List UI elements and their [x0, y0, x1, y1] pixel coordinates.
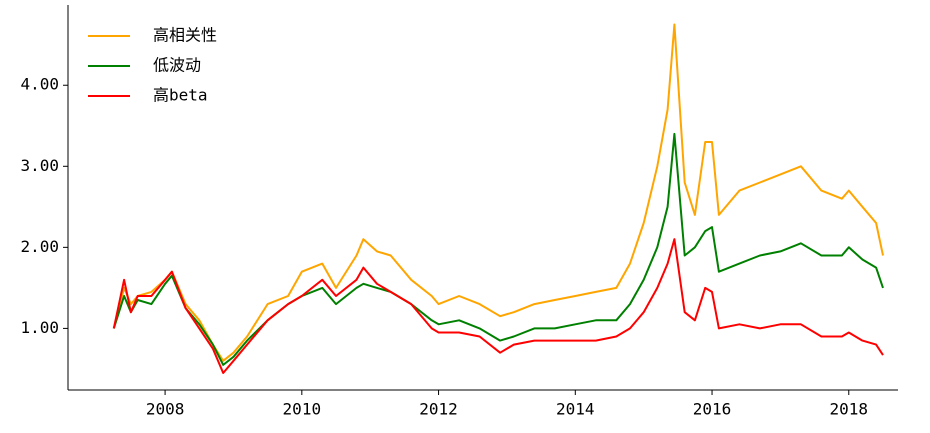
legend-label: 高beta [153, 86, 208, 105]
y-tick-label: 4.00 [20, 75, 59, 94]
legend-label: 高相关性 [153, 26, 217, 45]
series-line [112, 238, 884, 374]
x-tick-label: 2018 [830, 400, 869, 419]
x-tick-label: 2016 [693, 400, 732, 419]
y-tick-label: 1.00 [20, 318, 59, 337]
series-line [112, 132, 884, 366]
x-tick-label: 2008 [146, 400, 185, 419]
series-line [112, 23, 884, 362]
y-tick-label: 3.00 [20, 156, 59, 175]
y-tick-label: 2.00 [20, 237, 59, 256]
x-tick-label: 2014 [556, 400, 595, 419]
x-tick-label: 2010 [283, 400, 322, 419]
x-tick-label: 2012 [419, 400, 458, 419]
legend-label: 低波动 [153, 56, 201, 75]
